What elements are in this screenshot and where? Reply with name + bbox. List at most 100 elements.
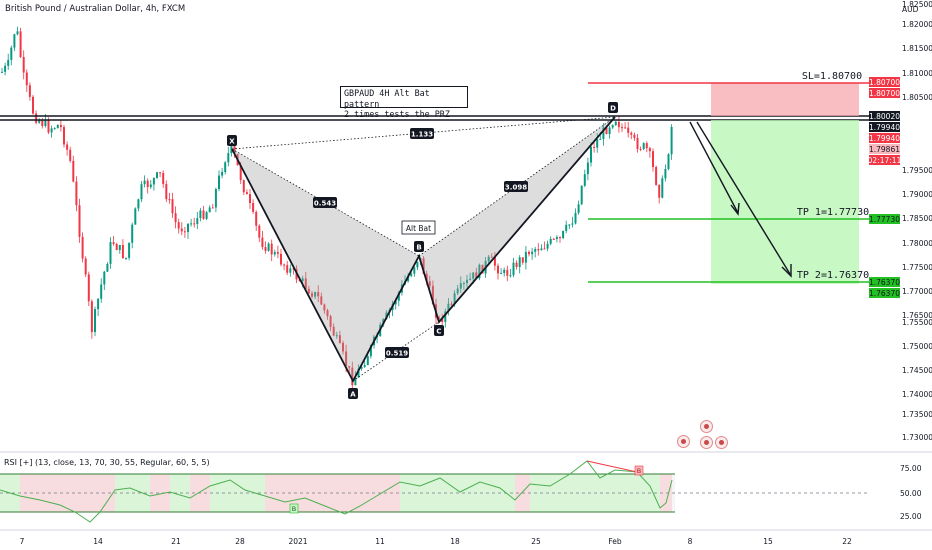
candle-body [10, 47, 13, 60]
pattern-note: GBPAUD 4H Alt Bat pattern 2 times tests … [340, 86, 468, 119]
candle-body [149, 184, 152, 188]
price-tick: 1.73500 [902, 410, 932, 419]
candle-body [267, 243, 270, 251]
candle-body [205, 212, 208, 219]
symbol-title[interactable]: British Pound / Australian Dollar, 4h, F… [5, 4, 186, 14]
candle-body [441, 318, 444, 322]
badge-resistance: 1.80020 [869, 112, 900, 121]
rsi-zone [325, 474, 345, 512]
candle-body [342, 342, 344, 352]
price-tick: 1.82000 [902, 20, 932, 29]
economic-event-icon[interactable] [715, 436, 728, 449]
rsi-divergence-line [586, 460, 638, 473]
candle-body [472, 272, 475, 279]
price-tick: 1.74000 [902, 390, 932, 399]
candle-body [41, 120, 44, 126]
economic-event-icon[interactable] [700, 436, 713, 449]
tp2-label: TP 2=1.76370 [797, 270, 869, 281]
candlestick-series [1, 26, 673, 391]
candle-body [19, 31, 22, 57]
candle-body [475, 272, 478, 279]
candle-body [546, 243, 549, 249]
candle-body [53, 128, 56, 130]
candle-body [317, 292, 320, 297]
date-tick: 14 [93, 537, 103, 546]
time-axis[interactable]: 7 14 21 28 2021 11 18 25 Feb 8 15 22 [20, 537, 852, 546]
candle-body [187, 223, 189, 233]
candle-body [648, 148, 651, 152]
economic-event-icon[interactable] [700, 420, 713, 433]
candle-body [66, 144, 69, 150]
candle-body [292, 268, 295, 270]
candle-body [639, 148, 642, 150]
candle-body [394, 300, 397, 305]
candle-body [233, 144, 236, 155]
take-profit-zone[interactable] [711, 120, 859, 284]
stop-loss-zone[interactable] [711, 83, 859, 116]
ratio-xb: 0.543 [314, 200, 336, 208]
candle-body [115, 243, 118, 251]
candle-body [555, 237, 558, 239]
candle-body [608, 127, 611, 135]
candle-body [487, 256, 490, 262]
candle-body [580, 185, 583, 205]
rsi-zone [587, 474, 600, 512]
badge-sl-bottom: 1.80700 [869, 89, 900, 98]
candle-body [360, 366, 363, 369]
candle-body [87, 274, 90, 302]
candle-body [7, 59, 10, 66]
candle-body [81, 236, 84, 259]
ratio-xd: 1.133 [411, 131, 433, 139]
candle-body [369, 345, 372, 357]
date-tick: 28 [235, 537, 245, 546]
candle-body [332, 326, 335, 336]
candle-body [658, 184, 661, 198]
candle-body [512, 262, 515, 276]
rsi-tick: 75.00 [900, 464, 922, 473]
candle-body [345, 351, 348, 367]
candle-body [506, 269, 509, 276]
candle-body [304, 278, 307, 289]
rsi-zone [500, 474, 515, 512]
candle-body [314, 292, 317, 297]
price-axis[interactable]: 1.82500 1.82000 1.81500 1.81000 1.80500 1.795… [902, 0, 932, 442]
date-tick: 7 [20, 537, 25, 546]
candle-body [450, 303, 453, 305]
candle-body [137, 199, 140, 209]
badge-sl-top: 1.80700 [869, 78, 900, 87]
date-tick: 8 [688, 537, 693, 546]
point-d: D [610, 105, 616, 113]
candle-body [323, 304, 326, 311]
date-tick: 11 [375, 537, 385, 546]
price-tick: 1.78000 [902, 239, 932, 248]
candle-body [590, 146, 592, 163]
candle-body [413, 267, 416, 274]
candle-body [1, 71, 3, 73]
candle-body [515, 262, 518, 267]
candle-body [4, 65, 7, 72]
rsi-zone [90, 474, 100, 512]
candle-body [143, 180, 146, 185]
economic-event-icon[interactable] [677, 435, 690, 448]
pattern-bcd-fill [419, 117, 615, 322]
candle-body [165, 184, 168, 200]
candle-body [75, 181, 78, 206]
candle-body [38, 120, 41, 123]
date-tick: Feb [608, 537, 622, 546]
rsi-bull-marker [289, 503, 299, 514]
candle-body [652, 151, 654, 168]
candle-body [462, 283, 465, 285]
candle-body [599, 138, 602, 140]
candle-body [655, 167, 658, 185]
candle-body [453, 293, 456, 305]
rsi-indicator-label[interactable]: RSI [+] (13, close, 13, 70, 30, 55, Regu… [4, 458, 210, 467]
candle-body [307, 288, 310, 294]
candle-body [301, 278, 304, 281]
ratio-bd: 3.098 [505, 184, 527, 192]
candle-body [84, 258, 87, 275]
candle-body [131, 224, 134, 243]
price-tick: 1.76500 [902, 311, 932, 320]
rsi-bear-marker-label: B [637, 467, 641, 475]
candle-body [583, 174, 586, 186]
